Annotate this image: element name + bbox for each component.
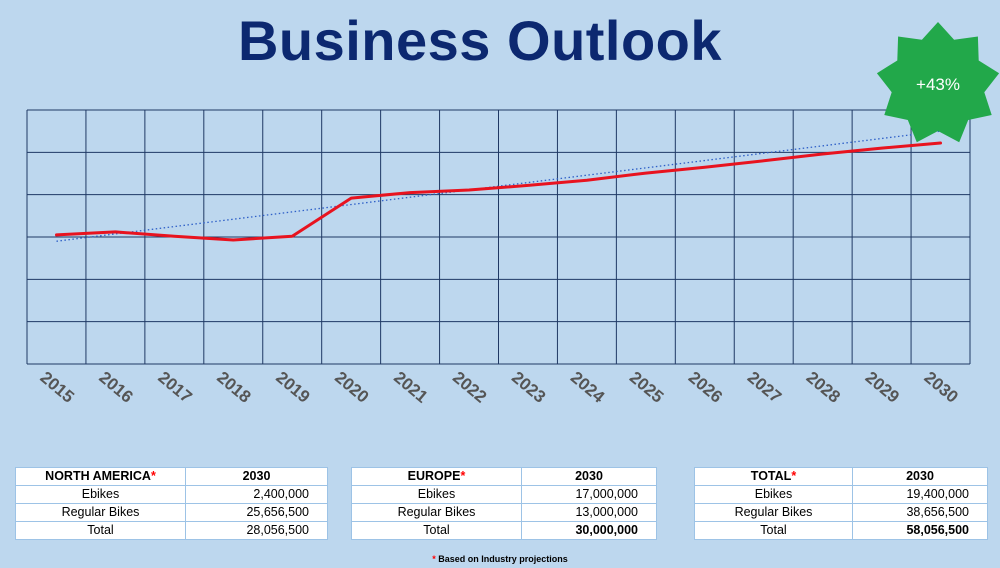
x-tick-label: 2018 xyxy=(213,368,254,407)
x-tick-label: 2020 xyxy=(331,368,372,407)
row-label: Regular Bikes xyxy=(351,503,522,522)
year-header: 2030 xyxy=(185,467,328,486)
year-header: 2030 xyxy=(521,467,657,486)
x-tick-label: 2029 xyxy=(862,368,903,407)
x-tick-label: 2030 xyxy=(921,368,962,407)
region-header: EUROPE* xyxy=(351,467,522,486)
x-tick-labels: 2015 2016 2017 2018 2019 2020 2021 2022 2023 2024… xyxy=(37,368,962,407)
x-tick-label: 2017 xyxy=(154,368,195,407)
row-label: Ebikes xyxy=(694,485,853,504)
row-label: Total xyxy=(694,521,853,540)
x-tick-label: 2023 xyxy=(508,368,549,407)
x-tick-label: 2019 xyxy=(272,368,313,407)
footnote-text: Based on Industry projections xyxy=(438,554,568,564)
row-value: 2,400,000 xyxy=(185,485,328,504)
growth-badge-label: +43% xyxy=(916,75,960,94)
region-header: NORTH AMERICA* xyxy=(15,467,186,486)
row-label: Total xyxy=(15,521,186,540)
growth-badge: +43% xyxy=(876,22,1000,143)
row-label: Ebikes xyxy=(15,485,186,504)
x-tick-label: 2027 xyxy=(744,368,785,407)
row-label: Regular Bikes xyxy=(694,503,853,522)
footnote: * Based on Industry projections xyxy=(0,554,1000,564)
north-america-table: NORTH AMERICA* 2030 Ebikes 2,400,000 Regu… xyxy=(15,467,328,540)
x-tick-label: 2026 xyxy=(685,368,726,407)
europe-table: EUROPE* 2030 Ebikes 17,000,000 Regular Bi… xyxy=(351,467,657,540)
row-value: 17,000,000 xyxy=(521,485,657,504)
x-tick-label: 2015 xyxy=(37,368,78,407)
row-value: 13,000,000 xyxy=(521,503,657,522)
chart-title: Business Outlook xyxy=(237,9,723,72)
total-table: TOTAL* 2030 Ebikes 19,400,000 Regular Bik… xyxy=(694,467,988,540)
row-label: Regular Bikes xyxy=(15,503,186,522)
row-label: Ebikes xyxy=(351,485,522,504)
x-tick-label: 2022 xyxy=(449,368,490,407)
row-value: 25,656,500 xyxy=(185,503,328,522)
row-value: 30,000,000 xyxy=(521,521,657,540)
row-value: 19,400,000 xyxy=(852,485,988,504)
row-value: 58,056,500 xyxy=(852,521,988,540)
row-value: 38,656,500 xyxy=(852,503,988,522)
line-chart: 2015 2016 2017 2018 2019 2020 2021 2022 2023 2024… xyxy=(26,22,1000,407)
starburst-icon xyxy=(876,22,1000,143)
x-tick-label: 2025 xyxy=(626,368,667,407)
year-header: 2030 xyxy=(852,467,988,486)
x-tick-label: 2016 xyxy=(95,368,136,407)
footnote-marker: * xyxy=(432,554,436,564)
region-header: TOTAL* xyxy=(694,467,853,486)
x-tick-label: 2028 xyxy=(803,368,844,407)
row-value: 28,056,500 xyxy=(185,521,328,540)
x-tick-label: 2021 xyxy=(390,368,431,407)
row-label: Total xyxy=(351,521,522,540)
series-group xyxy=(55,141,942,242)
series-line xyxy=(55,141,942,242)
x-tick-label: 2024 xyxy=(567,368,609,407)
